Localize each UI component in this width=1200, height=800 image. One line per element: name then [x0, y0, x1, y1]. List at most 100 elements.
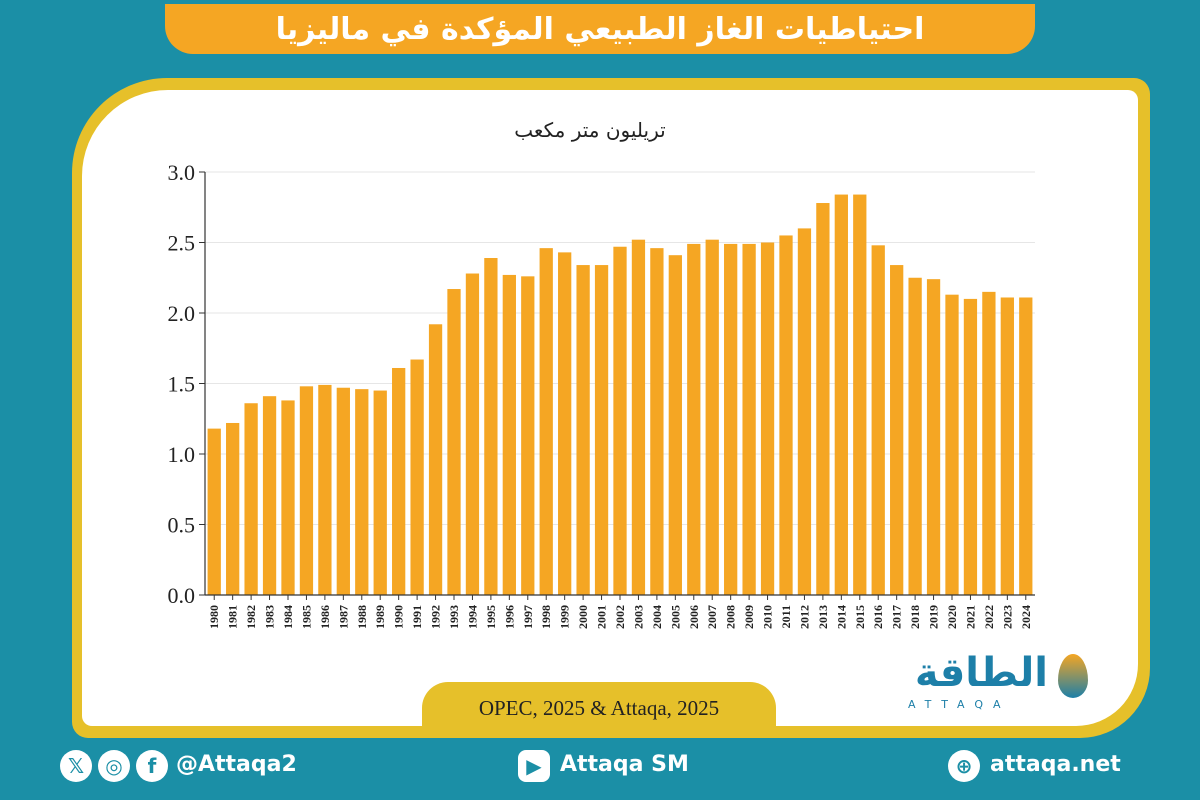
- bar-2002[interactable]: [613, 246, 627, 596]
- logo-arabic-text: الطاقة: [914, 650, 1048, 696]
- bar-2017[interactable]: [890, 265, 904, 595]
- x-tick-label: 2019: [927, 605, 941, 629]
- drop-icon: [1058, 654, 1088, 698]
- x-tick-label: 2015: [853, 605, 867, 629]
- x-tick-label: 1994: [465, 605, 479, 629]
- bar-1992[interactable]: [428, 324, 443, 595]
- x-tick-label: 1981: [226, 605, 240, 629]
- bar-2000[interactable]: [576, 265, 590, 595]
- x-tick-label: 2022: [982, 605, 996, 629]
- logo-latin-text: ATTAQA: [908, 698, 1011, 711]
- bar-1993[interactable]: [447, 289, 461, 595]
- y-tick-label: 2.5: [168, 231, 196, 256]
- x-tick-label: 1992: [429, 605, 443, 629]
- bar-1986[interactable]: [318, 384, 332, 595]
- bar-1989[interactable]: [373, 390, 387, 595]
- bar-1990[interactable]: [392, 367, 406, 595]
- globe-icon[interactable]: ⊕: [948, 750, 980, 782]
- bar-2016[interactable]: [871, 245, 885, 595]
- bar-1982[interactable]: [244, 403, 258, 595]
- x-tick-label: 2023: [1000, 605, 1014, 629]
- bar-1998[interactable]: [539, 248, 553, 595]
- bar-1985[interactable]: [299, 386, 314, 595]
- source-pill: OPEC, 2025 & Attaqa, 2025: [422, 682, 776, 734]
- bar-1995[interactable]: [484, 258, 498, 595]
- bar-1980[interactable]: [207, 428, 221, 595]
- bar-2007[interactable]: [705, 239, 719, 595]
- y-tick-label: 1.5: [168, 372, 196, 397]
- x-tick-label: 2006: [687, 605, 701, 629]
- youtube-icon[interactable]: ▶: [518, 750, 550, 782]
- bar-2022[interactable]: [982, 291, 996, 595]
- bar-1984[interactable]: [281, 400, 295, 595]
- bar-2015[interactable]: [853, 194, 867, 595]
- x-tick-label: 1980: [207, 605, 221, 629]
- x-tick-label: 1993: [447, 605, 461, 629]
- website-link[interactable]: attaqa.net: [990, 752, 1121, 777]
- bar-2014[interactable]: [834, 194, 848, 595]
- x-tick-label: 1986: [318, 605, 332, 629]
- bar-2010[interactable]: [760, 242, 775, 596]
- bar-2012[interactable]: [797, 228, 812, 595]
- bar-2021[interactable]: [963, 298, 978, 595]
- x-tick-label: 2013: [816, 605, 830, 629]
- x-tick-label: 2016: [871, 605, 885, 629]
- instagram-icon[interactable]: ◎: [98, 750, 130, 782]
- facebook-icon[interactable]: f: [136, 750, 168, 782]
- bar-1999[interactable]: [558, 252, 572, 595]
- bar-1991[interactable]: [410, 359, 424, 595]
- y-axis-unit-label: تريليون متر مكعب: [514, 118, 666, 142]
- bar-1997[interactable]: [521, 276, 535, 595]
- bar-2018[interactable]: [908, 277, 922, 595]
- x-tick-label: 1982: [244, 605, 258, 629]
- x-tick-label: 1988: [355, 605, 369, 629]
- bar-2019[interactable]: [926, 279, 941, 595]
- x-tick-label: 1999: [558, 605, 572, 629]
- source-text: OPEC, 2025 & Attaqa, 2025: [478, 695, 720, 720]
- x-tick-label: 2021: [963, 605, 977, 629]
- x-tick-label: 2011: [779, 605, 793, 628]
- bar-1996[interactable]: [502, 274, 516, 595]
- x-tick-label: 2002: [613, 605, 627, 629]
- x-tick-label: 2008: [724, 605, 738, 629]
- bar-1983[interactable]: [262, 396, 277, 595]
- x-tick-label: 1998: [539, 605, 553, 629]
- bar-2005[interactable]: [668, 255, 682, 595]
- youtube-channel[interactable]: Attaqa SM: [560, 752, 689, 777]
- x-tick-label: 2009: [742, 605, 756, 629]
- x-tick-label: 2000: [576, 605, 590, 629]
- bar-2024[interactable]: [1019, 297, 1033, 595]
- bar-1988[interactable]: [355, 389, 369, 595]
- bar-2020[interactable]: [945, 294, 959, 595]
- bar-2008[interactable]: [724, 243, 738, 595]
- bar-2001[interactable]: [594, 265, 609, 595]
- bar-2011[interactable]: [779, 235, 793, 595]
- bar-2009[interactable]: [742, 243, 756, 595]
- bar-2013[interactable]: [816, 203, 830, 595]
- social-handle[interactable]: @Attaqa2: [176, 752, 297, 777]
- bar-2003[interactable]: [631, 239, 646, 595]
- x-tick-label: 1991: [410, 605, 424, 629]
- attaqa-logo: الطاقة ATTAQA: [898, 650, 1088, 712]
- bar-1981[interactable]: [226, 422, 240, 595]
- bar-2006[interactable]: [687, 243, 701, 595]
- x-icon[interactable]: 𝕏: [60, 750, 92, 782]
- x-tick-label: 2020: [945, 605, 959, 629]
- x-tick-label: 2014: [834, 605, 848, 629]
- x-tick-label: 1989: [373, 605, 387, 629]
- x-tick-label: 1985: [299, 605, 313, 629]
- x-tick-label: 2003: [631, 605, 645, 629]
- x-tick-label: 2005: [668, 605, 682, 629]
- x-tick-label: 1987: [336, 605, 350, 629]
- x-tick-label: 1983: [263, 605, 277, 629]
- bar-1994[interactable]: [465, 273, 480, 595]
- bar-2023[interactable]: [1000, 297, 1014, 595]
- x-tick-label: 2001: [595, 605, 609, 629]
- x-tick-label: 2012: [797, 605, 811, 629]
- bar-2004[interactable]: [650, 248, 664, 595]
- y-tick-label: 1.0: [168, 442, 196, 467]
- chart-card: [82, 90, 1138, 726]
- x-tick-label: 2010: [761, 605, 775, 629]
- bar-1987[interactable]: [336, 387, 350, 595]
- y-tick-label: 0.0: [168, 583, 196, 608]
